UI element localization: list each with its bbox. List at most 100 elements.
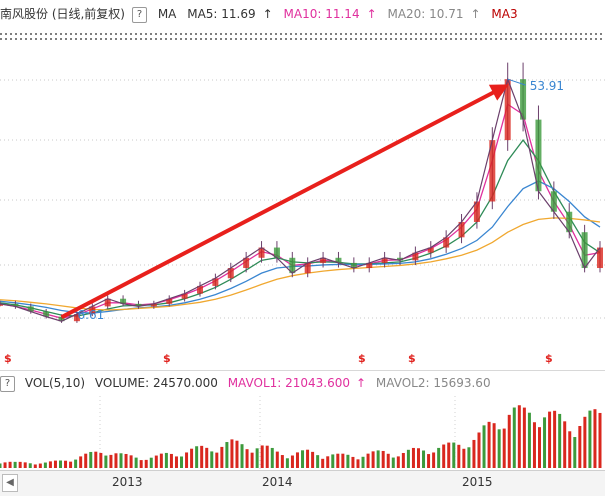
x-tick-2015: 2015 [462, 475, 493, 489]
ma120-line [0, 217, 601, 311]
volume-bar [507, 414, 511, 468]
volume-bar [593, 409, 597, 468]
price-candle [520, 79, 527, 120]
ma30-value: MA3 [491, 7, 518, 21]
volume-bar [94, 451, 98, 468]
volume-bar [129, 455, 133, 468]
volume-bar [457, 444, 461, 468]
volume-bar [411, 447, 415, 468]
price-candle [0, 303, 3, 306]
volume-bar [84, 453, 88, 468]
volume-bar [497, 429, 501, 468]
ma-label: MA [157, 7, 177, 21]
volume-bar [225, 442, 229, 468]
volume-bar [356, 459, 360, 468]
scroll-left-button[interactable]: ◀ [2, 474, 18, 492]
price-candle [489, 140, 496, 202]
volume-header: ? VOL(5,10) VOLUME: 24570.000 MAVOL1: 21… [0, 370, 605, 395]
volume-bar [573, 437, 577, 468]
ma60-line [0, 180, 601, 314]
volume-bar [13, 461, 17, 468]
volume-bar [69, 461, 73, 468]
help-button[interactable]: ? [132, 6, 147, 23]
volume-bar [99, 452, 103, 468]
volume-bar [8, 461, 12, 468]
ma10-arrow: ↑ [366, 7, 377, 21]
dividend-marker: $ [545, 352, 553, 365]
volume-bar [48, 461, 52, 468]
price-candle [258, 247, 265, 258]
x-tick-2013: 2013 [112, 475, 143, 489]
volume-bar [588, 410, 592, 468]
trend-arrow-head [488, 84, 510, 101]
price-candle [243, 257, 250, 269]
volume-bar [361, 456, 365, 468]
volume-bar [195, 446, 199, 468]
volume-bar [230, 439, 234, 468]
volume-bar [568, 431, 572, 468]
volume-bar [280, 455, 284, 468]
volume-bar [376, 450, 380, 468]
price-candle [412, 252, 419, 261]
volume-bar [64, 460, 68, 468]
volume-bar [598, 412, 602, 468]
ma20-line [0, 139, 601, 317]
volume-bar [124, 453, 128, 468]
volume-bar [43, 462, 47, 468]
volume-bar [543, 417, 547, 468]
volume-bar [396, 456, 400, 468]
volume-help-button[interactable]: ? [0, 375, 15, 392]
price-candle [427, 247, 434, 253]
price-candle [397, 257, 403, 261]
volume-bar [220, 446, 224, 468]
mavol1-arrow: ↑ [356, 376, 367, 390]
price-candle [212, 278, 219, 286]
volume-bar [245, 449, 249, 468]
chart-header: 南风股份 (日线,前复权)? MA MA5: 11.69 ↑ MA10: 11.1… [0, 0, 605, 28]
volume-bar [432, 452, 436, 468]
price-candle [320, 257, 327, 263]
stock-title: 南风股份 (日线,前复权) [0, 7, 125, 21]
volume-bar [558, 413, 562, 468]
volume-bar [487, 421, 491, 468]
price-candle [135, 303, 142, 307]
mavol2-value: MAVOL2: 15693.60 [375, 376, 491, 390]
price-candle [166, 298, 173, 304]
ma5-arrow: ↑ [262, 7, 273, 21]
high-pointer [507, 78, 526, 86]
price-candle [550, 191, 557, 212]
price-candle [458, 221, 465, 238]
volume-bar [180, 456, 184, 468]
volume-bar [422, 450, 426, 468]
volume-bar [154, 455, 158, 468]
price-candle [304, 262, 311, 274]
volume-bar [316, 455, 320, 468]
volume-bar [285, 458, 289, 468]
price-candle [581, 232, 588, 269]
volume-bar [427, 454, 431, 468]
volume-bar [452, 442, 456, 468]
volume-bar [381, 450, 385, 468]
volume-bar [306, 449, 310, 468]
volume-bar [104, 455, 108, 468]
volume-bar [391, 457, 395, 468]
price-candle [473, 201, 480, 222]
price-candle [43, 311, 50, 317]
volume-bar [321, 458, 325, 468]
volume-bar [401, 452, 405, 468]
volume-bar [159, 453, 163, 468]
volume-bar [477, 432, 481, 468]
volume-value: VOLUME: 24570.000 [94, 376, 218, 390]
low-label: 6.61 [78, 308, 105, 322]
volume-bar [139, 460, 143, 468]
price-candle [381, 257, 388, 263]
ma20-arrow: ↑ [470, 7, 481, 21]
volume-indicator-label: VOL(5,10) [24, 376, 86, 390]
price-candle [443, 237, 450, 248]
price-candle [535, 119, 542, 192]
volume-bar [250, 452, 254, 468]
volume-bar [260, 445, 264, 468]
volume-bar [275, 451, 279, 468]
volume-bar [346, 454, 350, 468]
